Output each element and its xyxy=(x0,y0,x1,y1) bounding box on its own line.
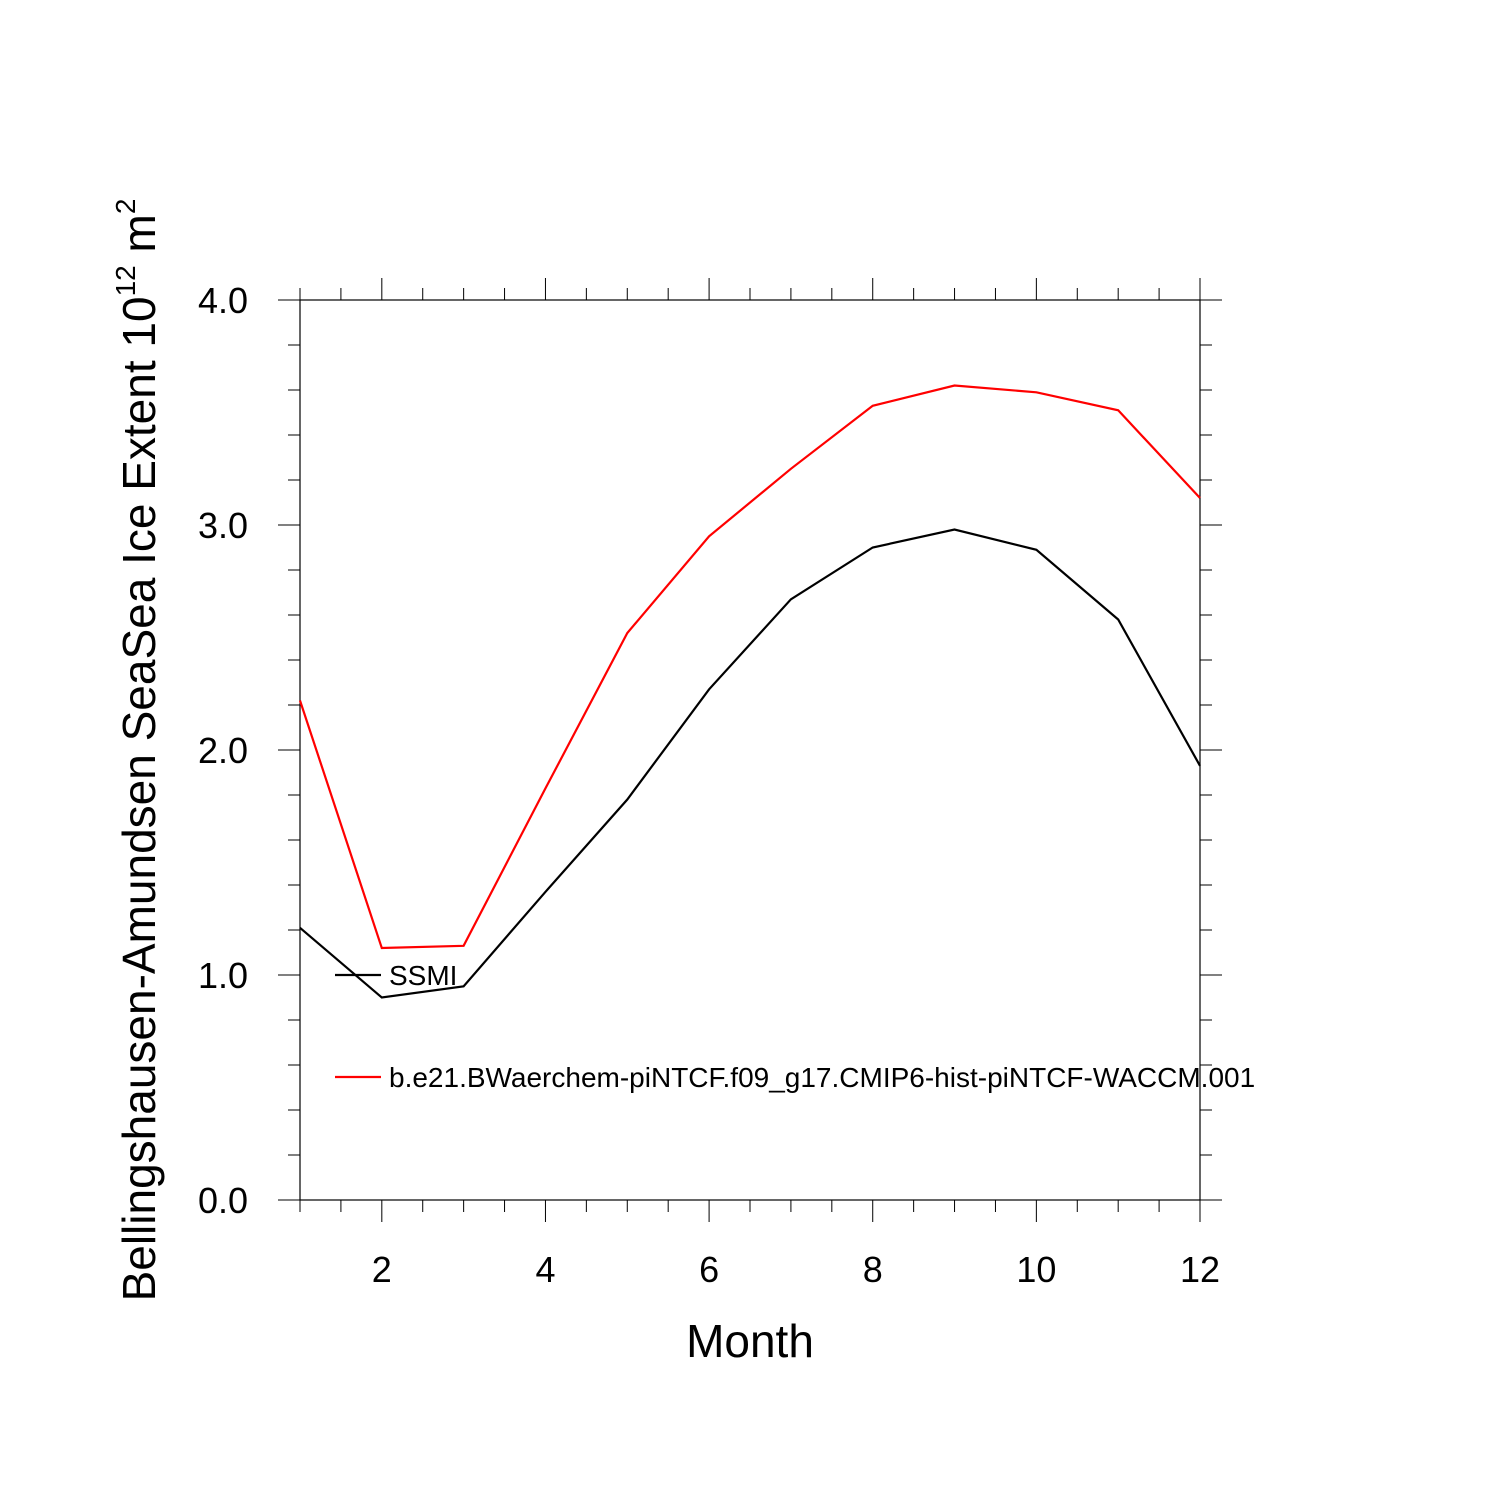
x-tick-label: 6 xyxy=(699,1249,719,1290)
axis-ticks xyxy=(278,278,1222,1222)
x-tick-label: 4 xyxy=(535,1249,555,1290)
y-axis-title-main: Bellingshausen-Amundsen SeaSea Ice Exten… xyxy=(113,296,165,1301)
y-axis-title-unit-exponent: 2 xyxy=(110,199,141,215)
y-tick-label: 3.0 xyxy=(198,505,248,546)
y-tick-label: 2.0 xyxy=(198,730,248,771)
x-tick-label: 8 xyxy=(863,1249,883,1290)
y-tick-label: 1.0 xyxy=(198,955,248,996)
x-tick-label: 10 xyxy=(1016,1249,1056,1290)
legend-label: b.e21.BWaerchem-piNTCF.f09_g17.CMIP6-his… xyxy=(389,1062,1255,1093)
y-axis-title: Bellingshausen-Amundsen SeaSea Ice Exten… xyxy=(110,199,165,1302)
y-tick-label: 4.0 xyxy=(198,280,248,321)
series-line-model xyxy=(298,384,1201,950)
tick-labels: 2 4 6 8 10 12 0.0 1.0 2.0 3.0 4.0 xyxy=(198,280,1220,1290)
y-tick-label: 0.0 xyxy=(198,1180,248,1221)
x-axis-title: Month xyxy=(686,1315,814,1367)
legend-label: SSMI xyxy=(389,960,457,991)
series-line-ssmi xyxy=(299,528,1201,999)
x-tick-label: 12 xyxy=(1180,1249,1220,1290)
legend: SSMI b.e21.BWaerchem-piNTCF.f09_g17.CMIP6… xyxy=(335,960,1255,1093)
y-axis-title-exponent: 12 xyxy=(110,265,141,296)
x-tick-label: 2 xyxy=(372,1249,392,1290)
series-layer xyxy=(298,384,1201,999)
y-axis-title-unit: m xyxy=(113,214,165,265)
